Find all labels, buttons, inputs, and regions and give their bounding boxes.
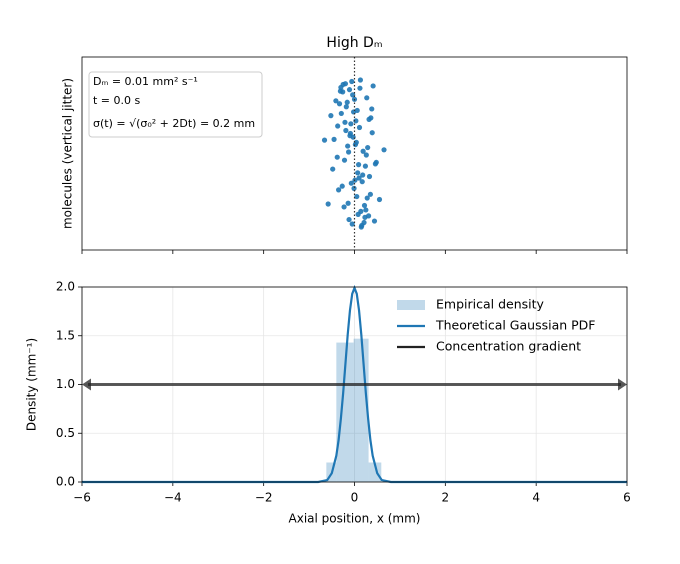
x-tick-label: 2 — [442, 491, 450, 505]
y-tick-label: 1.0 — [56, 377, 75, 391]
molecule — [328, 113, 334, 119]
axes-frame — [81, 56, 628, 251]
x-tick-label: −6 — [73, 491, 91, 505]
molecule — [354, 193, 360, 200]
x-tick-label: 0 — [351, 491, 359, 505]
annotation-text: t = 0.0 s — [93, 94, 141, 107]
molecule — [357, 77, 364, 83]
molecule — [342, 119, 348, 125]
molecule — [353, 118, 359, 124]
molecule — [365, 144, 371, 151]
molecule — [359, 179, 365, 185]
molecule — [345, 200, 351, 206]
molecule — [381, 147, 387, 153]
molecule — [369, 106, 375, 112]
molecule — [356, 175, 362, 181]
molecule — [343, 127, 349, 134]
molecule — [341, 157, 348, 163]
x-axis-label: Axial position, x (mm) — [289, 512, 421, 526]
molecule — [336, 101, 343, 107]
molecule — [325, 201, 331, 207]
molecule — [346, 216, 352, 223]
molecule — [363, 152, 369, 158]
y-tick-label: 1.5 — [56, 328, 75, 342]
molecule — [363, 207, 369, 213]
molecule — [364, 95, 370, 101]
molecule — [361, 202, 368, 209]
molecule — [342, 81, 349, 87]
molecule — [366, 116, 372, 122]
molecule — [336, 187, 342, 193]
histogram-bar — [368, 462, 382, 482]
molecule — [371, 218, 378, 224]
molecule — [338, 84, 344, 91]
annotation-box — [88, 71, 263, 138]
molecule — [349, 221, 355, 227]
molecule — [339, 183, 345, 189]
molecule — [360, 172, 366, 178]
molecule — [341, 204, 347, 210]
x-tick-label: −4 — [164, 491, 182, 505]
y-tick-label: 0.0 — [56, 475, 75, 489]
pdf-line — [82, 284, 627, 484]
legend-label: Concentration gradient — [436, 339, 581, 354]
y-tick-label: 0.5 — [56, 426, 75, 440]
molecule — [364, 195, 370, 201]
arrow-head — [82, 378, 91, 391]
molecule — [349, 78, 355, 85]
molecule — [340, 89, 346, 95]
y-axis-label: Density (mm⁻¹) — [25, 338, 39, 431]
molecule — [362, 163, 368, 169]
molecule — [372, 161, 378, 167]
molecule — [362, 214, 368, 220]
legend-label: Theoretical Gaussian PDF — [435, 318, 595, 333]
arrow-head — [618, 378, 627, 391]
molecule — [347, 133, 353, 139]
molecule — [355, 170, 361, 176]
legend-swatch — [397, 300, 425, 310]
molecule — [351, 185, 357, 191]
annotation-text: Dₘ = 0.01 mm² s⁻¹ — [93, 75, 198, 88]
y-tick-label: 2.0 — [56, 280, 75, 294]
molecule — [348, 121, 354, 127]
annotation-text: σ(t) = √(σ₀² + 2Dt) = 0.2 mm — [93, 117, 255, 130]
molecule — [345, 149, 352, 155]
chart-title: High Dₘ — [326, 35, 382, 51]
molecule — [348, 180, 354, 186]
molecule — [358, 208, 364, 214]
molecule — [334, 154, 340, 160]
molecule — [321, 137, 328, 143]
molecule — [367, 191, 373, 197]
molecule — [346, 87, 353, 93]
molecule — [354, 107, 360, 114]
molecule — [366, 173, 373, 180]
molecule — [359, 222, 365, 229]
x-tick-label: −2 — [255, 491, 273, 505]
molecule — [335, 123, 341, 129]
molecule — [357, 85, 363, 91]
molecule — [343, 104, 349, 110]
molecule — [356, 124, 363, 131]
molecule — [360, 148, 366, 154]
legend-label: Empirical density — [436, 297, 545, 312]
molecule — [369, 130, 375, 136]
molecule — [331, 136, 337, 142]
axes-frame — [81, 286, 628, 483]
x-tick-label: 6 — [623, 491, 631, 505]
molecule — [338, 110, 344, 117]
molecule — [370, 83, 376, 89]
molecule — [345, 143, 351, 149]
molecule — [344, 99, 350, 105]
molecule — [330, 166, 336, 172]
y-axis-label: molecules (vertical jitter) — [61, 78, 75, 229]
molecule — [376, 196, 383, 203]
molecule — [355, 162, 362, 168]
x-tick-label: 4 — [532, 491, 540, 505]
molecule — [333, 98, 339, 104]
histogram-bar — [336, 342, 354, 482]
